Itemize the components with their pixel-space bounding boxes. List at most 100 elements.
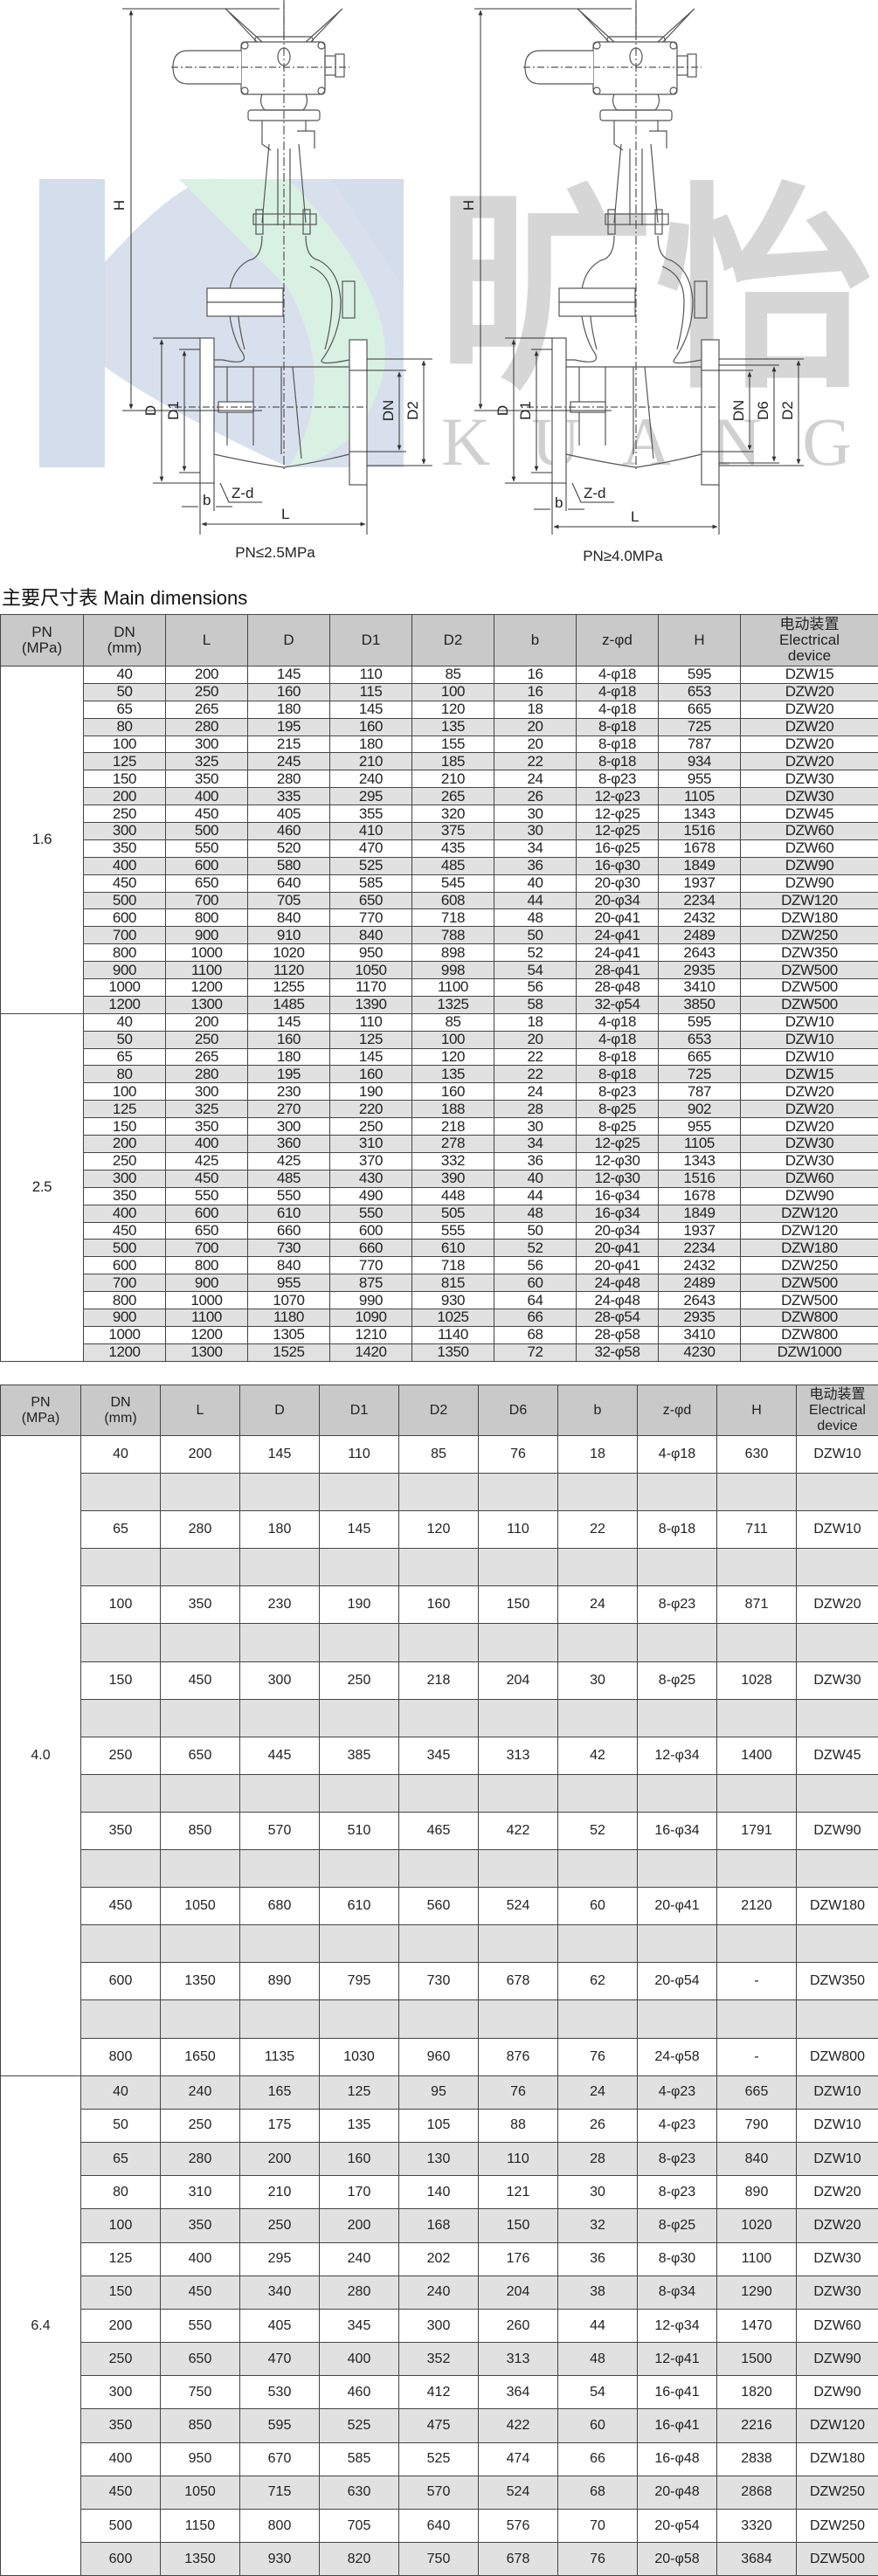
column-header-line: DN [84, 625, 165, 640]
table-cell: DZW15 [741, 1066, 878, 1083]
table-cell: 711 [717, 1511, 797, 1549]
table-cell: 8-φ23 [638, 2176, 717, 2209]
table-cell: 665 [659, 701, 741, 718]
table-cell: 600 [330, 1222, 412, 1240]
table-cell [399, 1474, 479, 1511]
table-cell: 200 [84, 788, 166, 805]
table-cell [240, 1699, 320, 1737]
table-cell: 1485 [248, 996, 330, 1013]
table-cell: 840 [248, 909, 330, 927]
table-cell [161, 2000, 240, 2038]
table-cell: 34 [494, 839, 577, 857]
table-cell: 890 [717, 2176, 797, 2209]
table-cell: 850 [161, 2409, 240, 2442]
table-cell: 8-φ23 [577, 770, 659, 788]
table-cell: 120 [412, 701, 494, 718]
table-cell: 364 [479, 2376, 558, 2409]
table-cell: 800 [240, 2510, 320, 2543]
table-cell: 788 [412, 927, 494, 944]
table-cell: 650 [161, 1737, 240, 1774]
table-cell [81, 1850, 161, 1888]
table-cell: 350 [161, 1586, 240, 1624]
table-cell [558, 1774, 638, 1812]
column-header-line: D [248, 632, 329, 648]
table-cell: 425 [248, 1152, 330, 1170]
table-cell: 800 [81, 2038, 161, 2075]
table-cell: 1300 [166, 996, 248, 1013]
table-cell: 310 [161, 2176, 240, 2209]
table-cell: 4-φ18 [577, 1031, 659, 1048]
table-cell: 22 [558, 1511, 638, 1549]
table-cell: 218 [412, 1118, 494, 1136]
table-cell: 1937 [659, 874, 741, 892]
table-cell: 355 [330, 805, 412, 823]
table-cell: 3410 [659, 1326, 741, 1343]
table-cell: 210 [412, 770, 494, 788]
table-cell: 350 [81, 2409, 161, 2442]
table-cell [399, 1850, 479, 1888]
table-cell: 145 [248, 1013, 330, 1031]
table-cell: 550 [166, 839, 248, 857]
table-cell: 8-φ23 [577, 1083, 659, 1101]
table-cell: 474 [479, 2442, 558, 2476]
column-header-line: Electrical [797, 1403, 878, 1419]
table-cell: 168 [399, 2209, 479, 2242]
table-cell: 38 [558, 2276, 638, 2309]
table-cell: 240 [399, 2276, 479, 2309]
table-cell [240, 1549, 320, 1586]
table-cell [717, 1925, 797, 1963]
table-cell: 230 [240, 1586, 320, 1624]
table-cell: 26 [558, 2109, 638, 2142]
table-cell: 525 [330, 857, 412, 874]
column-header: b [558, 1385, 638, 1436]
table-cell: 1105 [659, 788, 741, 805]
table-cell [638, 1549, 717, 1586]
table-cell: 265 [166, 1048, 248, 1066]
table-cell: 48 [558, 2343, 638, 2376]
table-cell: 955 [659, 770, 741, 788]
column-header-line: PN [1, 1395, 80, 1411]
column-header: D2 [412, 615, 494, 666]
column-header-line: Electrical [741, 632, 878, 648]
table-cell: 150 [84, 1118, 166, 1136]
table-cell: 200 [166, 666, 248, 684]
table-cell: 345 [399, 1737, 479, 1774]
table-cell: 2489 [659, 927, 741, 944]
table-cell: 770 [330, 1257, 412, 1274]
pn-group-cell: 2.5 [1, 1013, 84, 1361]
table-cell: 550 [330, 1205, 412, 1222]
table-cell: 815 [412, 1274, 494, 1292]
table-cell: 2838 [717, 2442, 797, 2476]
table-cell: 295 [240, 2242, 320, 2276]
table-cell [161, 1474, 240, 1511]
column-header: DN(mm) [81, 1385, 161, 1436]
table-cell: 12-φ41 [638, 2343, 717, 2376]
table-cell: 705 [248, 892, 330, 909]
label-DN: DN [730, 400, 747, 422]
table-cell: 16-φ48 [638, 2442, 717, 2476]
table-cell: 8-φ34 [638, 2276, 717, 2309]
table-cell: DZW30 [797, 2242, 878, 2276]
column-header-line: device [797, 1419, 878, 1434]
label-Zd: Z-d [584, 485, 606, 501]
table-cell: 36 [494, 1152, 577, 1170]
table-cell: 56 [494, 1257, 577, 1274]
label-DN: DN [380, 400, 397, 422]
table-cell: 135 [320, 2109, 399, 2142]
table-cell: 840 [717, 2142, 797, 2175]
table-cell [240, 1774, 320, 1812]
table-cell: 650 [166, 1222, 248, 1240]
table-cell: 58 [494, 996, 577, 1013]
table-cell: 570 [240, 1812, 320, 1849]
table-cell: DZW60 [741, 839, 878, 857]
column-header: b [494, 615, 577, 666]
table-cell: 2120 [717, 1888, 797, 1925]
